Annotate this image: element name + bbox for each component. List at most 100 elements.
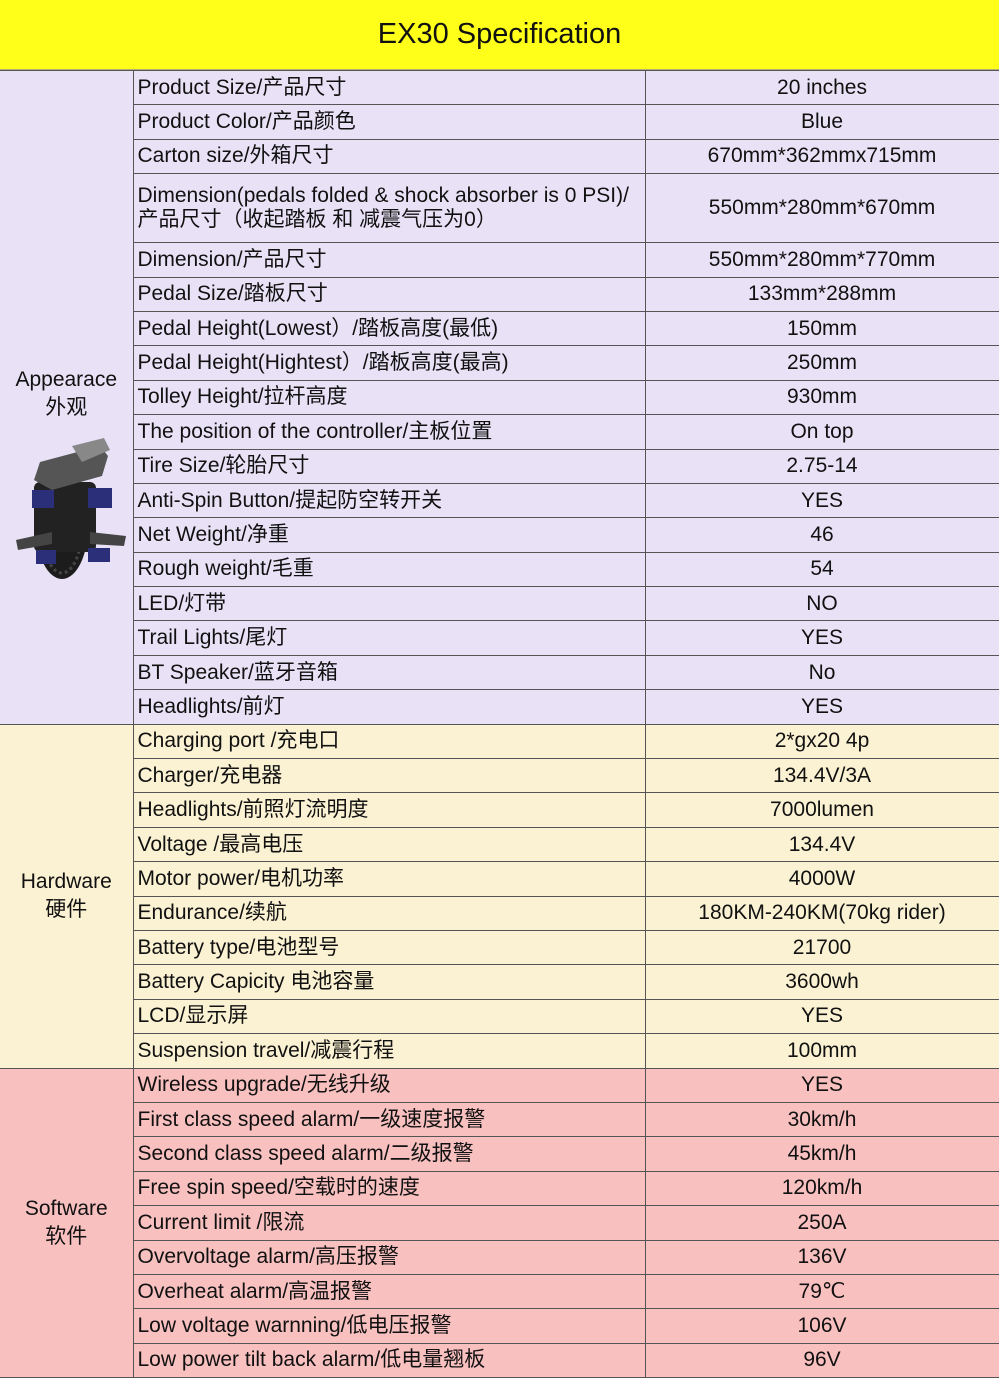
table-row: Pedal Height(Hightest）/踏板高度(最高) 250mm (0, 345, 999, 381)
spec-name: Dimension/产品尺寸 (132, 242, 646, 278)
spec-table: Appearace 外观 Product Size/产品尺寸 20 inches Pro… (0, 69, 999, 1378)
table-row: LED/灯带 NO (0, 586, 999, 622)
table-row: BT Speaker/蓝牙音箱 No (0, 654, 999, 691)
spec-name: Wireless upgrade/无线升级 (132, 1067, 646, 1103)
spec-name: Overvoltage alarm/高压报警 (132, 1239, 646, 1275)
spec-name: Headlights/前灯 (132, 689, 646, 725)
table-row: Endurance/续航 180KM-240KM(70kg rider) (0, 895, 999, 931)
spec-value: 2.75-14 (644, 448, 999, 484)
table-row: Headlights/前照灯流明度 7000lumen (0, 792, 999, 828)
spec-value: YES (644, 482, 999, 519)
spec-name: First class speed alarm/一级速度报警 (132, 1101, 646, 1138)
spec-value: 100mm (644, 1033, 999, 1069)
table-row: Dimension/产品尺寸 550mm*280mm*770mm (0, 242, 999, 278)
spec-value: 106V (644, 1308, 999, 1344)
category-label-en: Hardware (20, 870, 112, 894)
table-row: Tire Size/轮胎尺寸 2.75-14 (0, 448, 999, 484)
spec-name: Pedal Size/踏板尺寸 (132, 276, 646, 312)
spec-value: 180KM-240KM(70kg rider) (644, 895, 999, 931)
spec-name: Dimension(pedals folded & shock absorber… (132, 173, 646, 244)
table-row: Low power tilt back alarm/低电量翘板 96V (0, 1342, 999, 1378)
spec-name: Suspension travel/减震行程 (132, 1033, 646, 1069)
spec-name: Overheat alarm/高温报警 (132, 1273, 646, 1310)
spec-value: YES (644, 998, 999, 1035)
spec-name: Pedal Height(Hightest）/踏板高度(最高) (132, 345, 646, 381)
spec-value: YES (644, 1067, 999, 1103)
table-row: The position of the controller/主板位置 On to… (0, 414, 999, 450)
spec-value: 120km/h (644, 1170, 999, 1207)
spec-value: 4000W (644, 861, 999, 897)
spec-name: Trail Lights/尾灯 (132, 620, 646, 656)
table-row: Suspension travel/减震行程 100mm (0, 1033, 999, 1069)
spec-name: LCD/显示屏 (132, 998, 646, 1035)
table-row: Headlights/前灯 YES (0, 689, 999, 725)
spec-value: 134.4V (644, 826, 999, 863)
spec-value: 550mm*280mm*670mm (644, 173, 999, 244)
table-row: Tolley Height/拉杆高度 930mm (0, 379, 999, 416)
table-row: Appearace 外观 Product Size/产品尺寸 20 inches (0, 69, 999, 725)
spec-value: 20 inches (644, 69, 999, 106)
spec-value: 2*gx20 4p (644, 723, 999, 760)
table-row: Hardware 硬件 Charging port /充电口 2*gx20 4p (0, 723, 999, 1069)
table-row: Motor power/电机功率 4000W (0, 861, 999, 897)
table-row: Overheat alarm/高温报警 79℃ (0, 1273, 999, 1310)
table-row: Pedal Size/踏板尺寸 133mm*288mm (0, 276, 999, 312)
spec-name: Battery type/电池型号 (132, 929, 646, 966)
page-title: EX30 Specification (0, 0, 999, 70)
table-row: Second class speed alarm/二级报警 45km/h (0, 1136, 999, 1172)
spec-name: Charger/充电器 (132, 758, 646, 794)
spec-name: Rough weight/毛重 (132, 551, 646, 588)
category-label-cn: 硬件 (45, 898, 88, 922)
unicycle-image (16, 438, 126, 579)
spec-value: 250A (644, 1205, 999, 1241)
table-row: Anti-Spin Button/提起防空转开关 YES (0, 482, 999, 519)
spec-value: 54 (644, 551, 999, 588)
table-row: Pedal Height(Lowest）/踏板高度(最低) 150mm (0, 310, 999, 347)
spec-name: Motor power/电机功率 (132, 861, 646, 897)
spec-name: Low voltage warnning/低电压报警 (132, 1308, 646, 1344)
table-row: Trail Lights/尾灯 YES (0, 620, 999, 656)
spec-name: Second class speed alarm/二级报警 (132, 1136, 646, 1172)
spec-name: Battery Capicity 电池容量 (132, 964, 646, 1000)
spec-value: NO (644, 586, 999, 622)
spec-value: 134.4V/3A (644, 758, 999, 794)
spec-name: Tire Size/轮胎尺寸 (132, 448, 646, 484)
spec-name: Headlights/前照灯流明度 (132, 792, 646, 828)
table-row: Free spin speed/空载时的速度 120km/h (0, 1170, 999, 1207)
table-row: Low voltage warnning/低电压报警 106V (0, 1308, 999, 1344)
table-row: Software 软件 Wireless upgrade/无线升级 YES (0, 1067, 999, 1378)
spec-value: 136V (644, 1239, 999, 1275)
spec-value: 150mm (644, 310, 999, 347)
category-label-en: Appearace (15, 368, 118, 391)
spec-name: Product Size/产品尺寸 (132, 69, 646, 106)
table-row: Dimension(pedals folded & shock absorber… (0, 173, 999, 244)
spec-name: Tolley Height/拉杆高度 (132, 379, 646, 416)
table-row: Voltage /最高电压 134.4V (0, 826, 999, 863)
spec-name: Current limit /限流 (132, 1205, 646, 1241)
spec-value: 133mm*288mm (644, 276, 999, 312)
table-row: Battery Capicity 电池容量 3600wh (0, 964, 999, 1000)
spec-name: LED/灯带 (132, 586, 646, 622)
table-row: Charger/充电器 134.4V/3A (0, 758, 999, 794)
spec-value: 21700 (644, 929, 999, 966)
spec-value: No (644, 654, 999, 691)
spec-name: Carton size/外箱尺寸 (132, 138, 646, 175)
category-label-cn: 外观 (45, 396, 88, 419)
spec-value: 96V (644, 1342, 999, 1378)
spec-name: BT Speaker/蓝牙音箱 (132, 654, 646, 691)
table-row: Current limit /限流 250A (0, 1205, 999, 1241)
category-cell-hardware: Hardware 硬件 (0, 723, 134, 1069)
spec-value: 45km/h (644, 1136, 999, 1172)
table-row: LCD/显示屏 YES (0, 998, 999, 1035)
spec-value: 930mm (644, 379, 999, 416)
spec-name: Charging port /充电口 (132, 723, 646, 760)
table-row: Carton size/外箱尺寸 670mm*362mmx715mm (0, 138, 999, 175)
category-cell-appearance: Appearace 外观 (0, 70, 134, 725)
category-cell-software: Software 软件 (0, 1067, 134, 1378)
table-row: Overvoltage alarm/高压报警 136V (0, 1239, 999, 1275)
spec-name: Free spin speed/空载时的速度 (132, 1170, 646, 1207)
category-label-en: Software (24, 1196, 108, 1220)
spec-name: Endurance/续航 (132, 895, 646, 931)
table-row: Net Weight/净重 46 (0, 517, 999, 553)
table-row: Battery type/电池型号 21700 (0, 929, 999, 966)
